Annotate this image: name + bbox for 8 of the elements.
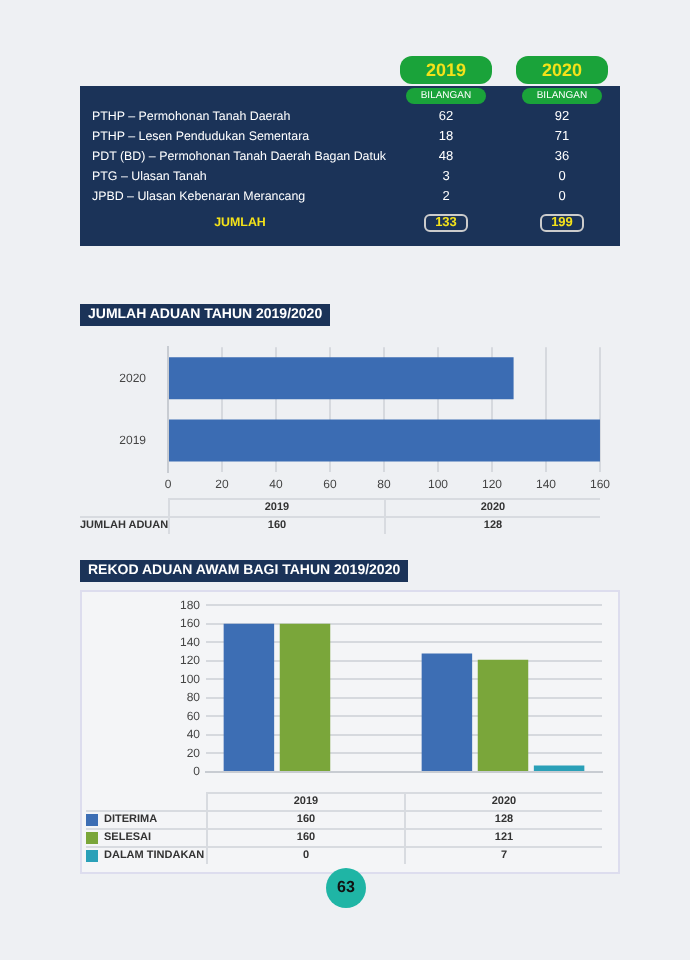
bar xyxy=(421,653,473,771)
bar xyxy=(477,659,529,771)
text: 2020 xyxy=(516,56,608,84)
bar xyxy=(223,623,275,771)
text: 63 xyxy=(326,868,366,908)
bar xyxy=(533,765,585,771)
series-label: 2019 xyxy=(400,56,492,84)
bar xyxy=(279,623,331,771)
